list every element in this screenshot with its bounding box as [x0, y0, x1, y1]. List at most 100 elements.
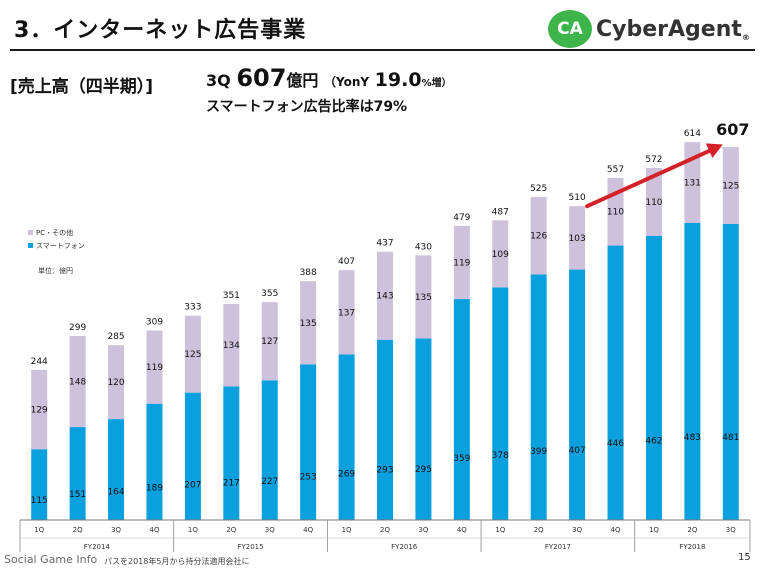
- x-tick-label: 3Q: [572, 526, 582, 534]
- data-label-pc-other: 134: [223, 341, 240, 351]
- bar-pc-other: [31, 369, 48, 450]
- data-label-smartphone: 115: [31, 496, 48, 506]
- x-tick-label: 2Q: [380, 526, 390, 534]
- bar-smartphone: [415, 338, 432, 520]
- data-label-smartphone: 483: [684, 433, 701, 443]
- data-label-pc-other: 127: [261, 337, 278, 347]
- x-tick-label: 4Q: [611, 526, 621, 534]
- x-tick-label: 3Q: [726, 526, 736, 534]
- headline-quarter: 3Q: [206, 71, 231, 90]
- data-label-smartphone: 446: [607, 439, 624, 449]
- x-tick-label: 4Q: [457, 526, 467, 534]
- bar-pc-other: [223, 304, 240, 387]
- headline-yoy-open: （YonY: [324, 75, 370, 89]
- data-label-pc-other: 119: [146, 363, 163, 373]
- watermark: Social Game Info: [4, 553, 98, 566]
- bar-pc-other: [722, 147, 739, 224]
- x-tick-label: 1Q: [495, 526, 505, 534]
- data-label-total: 309: [146, 317, 163, 327]
- bar-smartphone: [492, 287, 509, 520]
- bar-pc-other: [69, 336, 86, 428]
- bar-smartphone: [146, 403, 163, 520]
- bar-smartphone: [108, 419, 125, 520]
- data-label-total: 572: [645, 155, 662, 165]
- x-tick-label: 2Q: [687, 526, 697, 534]
- data-label-smartphone: 207: [184, 480, 201, 490]
- logo-text: CyberAgent: [596, 16, 742, 42]
- data-label-pc-other: 119: [453, 258, 470, 268]
- data-label-smartphone: 189: [146, 483, 163, 493]
- legend-label-pc-other: PC・その他: [36, 228, 74, 237]
- x-tick-label: 1Q: [649, 526, 659, 534]
- data-label-total: 479: [453, 213, 470, 223]
- headline-yoy-value: 19.0: [374, 69, 422, 91]
- data-label-pc-other: 148: [69, 378, 86, 388]
- bar-smartphone: [569, 269, 586, 520]
- bar-smartphone: [722, 224, 739, 520]
- data-label-total: 355: [261, 289, 278, 299]
- data-label-total: 351: [223, 291, 240, 301]
- x-tick-label: 1Q: [342, 526, 352, 534]
- x-tick-label: 3Q: [111, 526, 121, 534]
- legend-label-smartphone: スマートフォン: [36, 241, 85, 250]
- data-label-total: 525: [530, 184, 547, 194]
- bar-smartphone: [69, 427, 86, 520]
- x-tick-label: 1Q: [34, 526, 44, 534]
- bar-smartphone: [684, 222, 701, 520]
- data-label-total: 557: [607, 165, 624, 175]
- page-title: 3．インターネット広告事業: [14, 18, 307, 43]
- x-tick-label: 1Q: [188, 526, 198, 534]
- data-label-total: 430: [415, 242, 432, 252]
- logo-badge: CA: [548, 10, 592, 48]
- legend-swatch-pc-other: [28, 230, 33, 235]
- data-label-pc-other: 110: [607, 208, 624, 218]
- x-tick-label: 4Q: [303, 526, 313, 534]
- data-label-pc-other: 135: [300, 319, 317, 329]
- data-label-pc-other: 137: [338, 308, 355, 318]
- data-label-smartphone: 407: [569, 446, 586, 456]
- fiscal-year-label: FY2015: [237, 543, 263, 551]
- data-label-total: 614: [684, 129, 701, 139]
- data-label-pc-other: 103: [569, 234, 586, 244]
- page-number: 15: [738, 552, 751, 563]
- data-label-total: 299: [69, 323, 86, 333]
- data-label-total: 244: [31, 357, 48, 367]
- bar-pc-other: [492, 220, 509, 288]
- bar-smartphone: [530, 274, 547, 520]
- headline-amount: 607: [236, 64, 287, 92]
- section-label: [売上高（四半期）]: [10, 77, 154, 97]
- bar-smartphone: [184, 392, 201, 520]
- highlight-total-label: 607: [716, 120, 749, 139]
- logo-wordmark: CyberAgent®: [596, 17, 750, 42]
- bar-pc-other: [338, 270, 355, 355]
- header-divider: [10, 49, 755, 51]
- x-tick-label: 2Q: [534, 526, 544, 534]
- data-label-smartphone: 359: [453, 454, 470, 464]
- bar-smartphone: [645, 235, 662, 520]
- data-label-total: 285: [107, 332, 124, 342]
- bar-smartphone: [338, 354, 355, 520]
- data-label-total: 437: [376, 239, 393, 249]
- data-label-total: 407: [338, 257, 355, 267]
- bar-smartphone: [31, 449, 48, 520]
- bar-smartphone: [453, 299, 470, 520]
- footer-note: パスを2018年5月から持分法適用会社に: [104, 557, 250, 566]
- data-label-smartphone: 151: [69, 490, 86, 500]
- data-label-smartphone: 399: [530, 447, 547, 457]
- registered-mark: ®: [741, 32, 750, 42]
- data-label-pc-other: 120: [107, 378, 124, 388]
- data-label-pc-other: 110: [645, 198, 662, 208]
- data-label-smartphone: 227: [261, 477, 278, 487]
- bar-smartphone: [261, 380, 278, 520]
- data-label-total: 388: [300, 268, 317, 278]
- data-label-smartphone: 295: [415, 465, 432, 475]
- data-label-pc-other: 109: [492, 250, 509, 260]
- headline-yoy-close: %増）: [421, 78, 452, 89]
- bar-pc-other: [645, 168, 662, 236]
- data-label-total: 510: [569, 193, 586, 203]
- legend-swatch-smartphone: [28, 243, 33, 248]
- x-tick-label: 4Q: [149, 526, 159, 534]
- legend-item-pc-other: PC・その他: [28, 226, 85, 239]
- data-label-pc-other: 125: [722, 182, 739, 192]
